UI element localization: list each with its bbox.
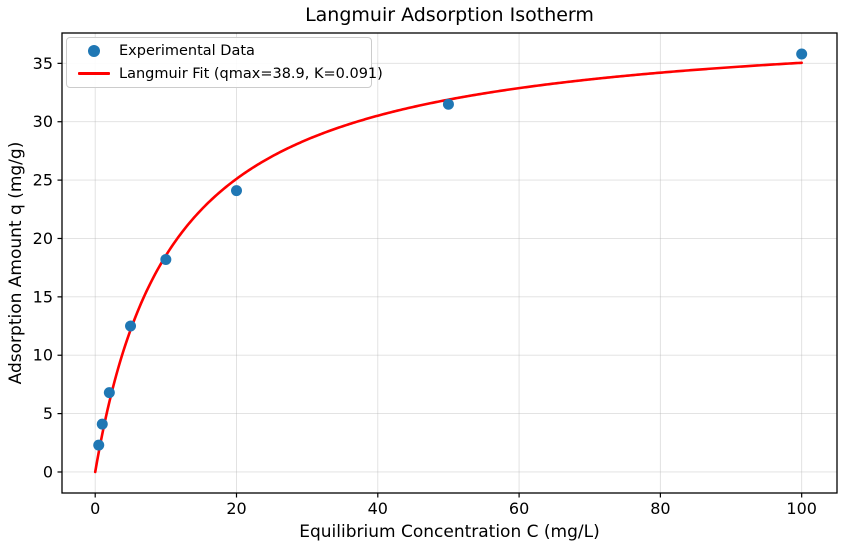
x-tick-label: 100 [786,499,817,518]
y-tick-label: 35 [33,54,53,73]
legend-item-fit: Langmuir Fit (qmax=38.9, K=0.091) [73,63,383,85]
data-point [96,418,108,430]
x-tick-label: 60 [509,499,529,518]
tick-marks [57,62,803,498]
y-tick-label: 0 [43,462,53,481]
gridlines [62,33,837,493]
legend-label: Experimental Data [119,43,255,60]
legend-label: Langmuir Fit (qmax=38.9, K=0.091) [119,65,383,82]
x-tick-label: 40 [368,499,388,518]
tick-labels: 0 20 40 60 80 100 0 5 10 15 20 25 30 35 [33,54,817,518]
data-point [442,98,454,110]
legend: Experimental Data Langmuir Fit (qmax=38.… [66,37,383,88]
x-axis-label: Equilibrium Concentration C (mg/L) [299,522,600,542]
langmuir-fit-curve [93,61,803,474]
scatter-marker-swatch [78,45,110,58]
line-swatch [78,72,110,76]
y-tick-label: 15 [33,287,53,306]
y-tick-label: 5 [43,404,53,423]
y-tick-label: 25 [33,171,53,190]
x-tick-label: 0 [90,499,100,518]
data-point [103,387,115,399]
legend-item-experimental: Experimental Data [73,40,365,62]
y-axis-label: Adsorption Amount q (mg/g) [6,141,26,385]
data-point [160,253,172,265]
x-tick-label: 80 [650,499,670,518]
axes-spines [61,32,838,494]
y-tick-label: 10 [33,346,53,365]
scatter-series [93,48,808,451]
fit-line-icon [78,72,110,76]
data-point [796,48,808,60]
data-point [93,439,105,451]
x-tick-label: 20 [226,499,246,518]
y-tick-label: 30 [33,112,53,131]
scatter-dot-icon [88,45,100,58]
y-tick-label: 20 [33,229,53,248]
chart-title: Langmuir Adsorption Isotherm [305,4,594,26]
data-point [230,185,242,197]
data-point [125,320,137,332]
